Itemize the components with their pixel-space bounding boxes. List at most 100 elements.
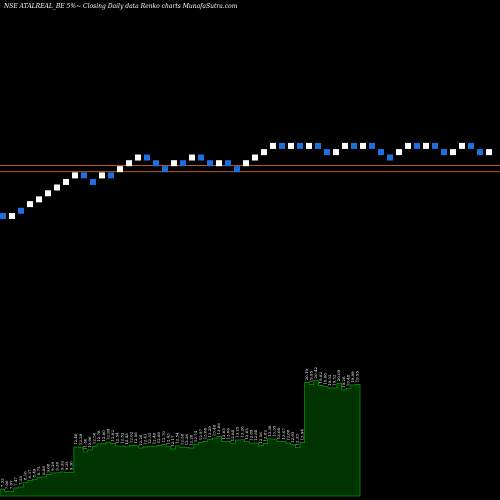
up-brick bbox=[450, 149, 456, 156]
value-area bbox=[0, 380, 361, 497]
value-label: 12.48 bbox=[152, 432, 157, 444]
value-label: 12.56 bbox=[133, 432, 138, 444]
value-label: 12.74 bbox=[193, 430, 198, 442]
chart-title: NSE ATALREAL_BE 5%~ Closing Daily data R… bbox=[3, 3, 238, 10]
down-brick bbox=[198, 154, 204, 161]
up-brick bbox=[117, 166, 123, 173]
value-label: 12.54 bbox=[175, 432, 180, 444]
value-label: 12.82 bbox=[262, 430, 267, 442]
up-brick bbox=[342, 142, 348, 149]
value-label: 12.38 bbox=[78, 433, 83, 445]
value-label: 8.37 bbox=[27, 469, 32, 478]
value-label: 9.29 bbox=[50, 461, 55, 470]
value-label: 12.94 bbox=[299, 429, 304, 441]
up-brick bbox=[216, 160, 222, 167]
value-label: 12.43 bbox=[165, 433, 170, 445]
value-label: 9.35 bbox=[64, 461, 69, 470]
value-label: 12.06 bbox=[87, 436, 92, 448]
down-brick bbox=[297, 142, 303, 149]
value-label: 12.43 bbox=[124, 433, 129, 445]
value-label: 20.42 bbox=[313, 367, 318, 379]
value-label: 12.62 bbox=[129, 431, 134, 443]
value-label: 13.05 bbox=[221, 428, 226, 440]
down-brick bbox=[207, 160, 213, 167]
value-label: 12.65 bbox=[290, 431, 295, 443]
down-brick bbox=[315, 142, 321, 149]
value-label: 12.38 bbox=[179, 433, 184, 445]
value-label: 12.41 bbox=[142, 433, 147, 444]
value-label: 9.30 bbox=[55, 461, 60, 470]
down-brick bbox=[324, 149, 330, 156]
up-brick bbox=[486, 149, 492, 156]
up-brick bbox=[360, 142, 366, 149]
value-label: 20.19 bbox=[304, 368, 309, 380]
down-brick bbox=[477, 149, 483, 156]
value-label: 12.51 bbox=[147, 433, 152, 444]
up-brick bbox=[333, 149, 339, 156]
value-label: 9.08 bbox=[45, 463, 50, 472]
value-label: 19.48 bbox=[345, 374, 350, 386]
value-label: 13.35 bbox=[272, 425, 277, 437]
up-brick bbox=[135, 154, 141, 161]
value-label: 7.58 bbox=[18, 476, 23, 485]
value-label: 19.95 bbox=[355, 370, 360, 382]
value-label: 12.97 bbox=[198, 428, 203, 440]
down-brick bbox=[153, 160, 159, 167]
down-brick bbox=[351, 142, 357, 149]
value-label: 13.08 bbox=[202, 427, 207, 439]
down-brick bbox=[414, 142, 420, 149]
down-brick bbox=[162, 166, 168, 173]
value-label: 13.46 bbox=[212, 424, 217, 436]
down-brick bbox=[468, 142, 474, 149]
up-brick bbox=[126, 160, 132, 167]
down-brick bbox=[225, 160, 231, 167]
value-area-shape bbox=[0, 380, 361, 497]
value-label: 12.70 bbox=[161, 431, 166, 443]
down-brick bbox=[108, 172, 114, 179]
value-label: 19.82 bbox=[318, 372, 323, 384]
down-brick bbox=[279, 142, 285, 149]
down-brick bbox=[234, 166, 240, 173]
reference-lines bbox=[0, 165, 500, 173]
value-label: 12.89 bbox=[249, 429, 254, 441]
up-brick bbox=[72, 172, 78, 179]
value-label: 7.07 bbox=[9, 480, 14, 489]
renko-bricks bbox=[0, 142, 492, 219]
value-label: 13.38 bbox=[267, 425, 272, 437]
value-label: 12.88 bbox=[253, 429, 258, 441]
down-brick bbox=[144, 154, 150, 161]
up-brick bbox=[54, 184, 60, 191]
value-label: 12.36 bbox=[184, 433, 189, 445]
value-label: 7.32 bbox=[0, 478, 4, 487]
value-label: 12.28 bbox=[189, 434, 194, 446]
value-label: 8.49 bbox=[32, 468, 37, 477]
up-brick bbox=[27, 201, 33, 208]
value-label: 13.08 bbox=[276, 427, 281, 439]
value-label: 13.28 bbox=[239, 426, 244, 438]
up-brick bbox=[252, 154, 258, 161]
value-label: 12.84 bbox=[230, 429, 235, 441]
up-brick bbox=[423, 142, 429, 149]
value-label: 19.89 bbox=[350, 371, 355, 383]
up-brick bbox=[459, 142, 465, 149]
value-label: 8.80 bbox=[41, 466, 46, 475]
up-brick bbox=[261, 149, 267, 156]
up-brick bbox=[63, 178, 69, 185]
value-labels: 7.32 7.06 7.07 7.47 7.588.16 8.37 8.49 8.75 8.80… bbox=[0, 367, 360, 490]
value-label: 13.05 bbox=[244, 428, 249, 440]
up-brick bbox=[243, 160, 249, 167]
value-label: 12.60 bbox=[156, 431, 161, 443]
down-brick bbox=[81, 172, 87, 179]
up-brick bbox=[189, 154, 195, 161]
down-brick bbox=[180, 160, 186, 167]
down-brick bbox=[90, 178, 96, 185]
up-brick bbox=[36, 196, 42, 203]
value-label: 12.33 bbox=[295, 434, 300, 446]
up-brick bbox=[45, 190, 51, 197]
value-label: 19.52 bbox=[327, 374, 332, 386]
up-brick bbox=[288, 142, 294, 149]
value-label: 7.47 bbox=[13, 477, 18, 486]
value-label: 12.80 bbox=[101, 430, 106, 442]
